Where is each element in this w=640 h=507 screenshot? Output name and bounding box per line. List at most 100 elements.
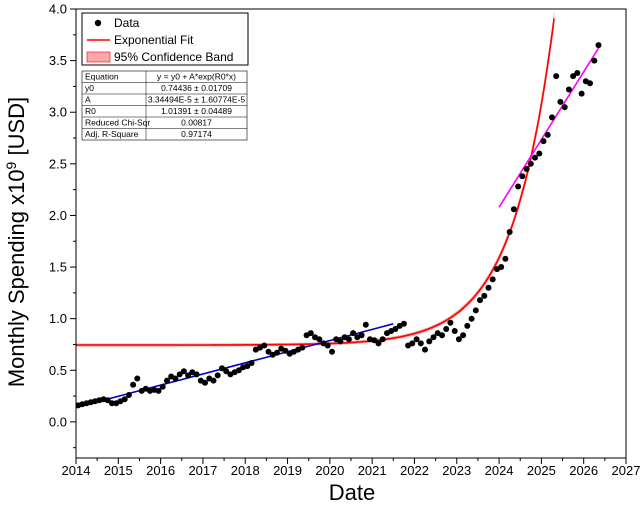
- legend-label-data: Data: [114, 16, 140, 30]
- data-point: [274, 349, 280, 356]
- data-point: [324, 342, 331, 349]
- fit-table-name: A: [85, 95, 91, 105]
- y-tick-label: 0.0: [49, 414, 67, 429]
- fit-table-value: 1.01391 ± 0.04489: [161, 106, 232, 116]
- fit-table-name: R0: [85, 106, 96, 116]
- data-point: [549, 114, 555, 121]
- data-point: [515, 183, 522, 190]
- data-point: [125, 392, 132, 398]
- data-point: [519, 173, 526, 180]
- data-point: [540, 138, 547, 145]
- data-point: [570, 73, 577, 80]
- data-point: [345, 336, 352, 343]
- y-tick-label: 4.0: [49, 2, 67, 17]
- x-tick-label: 2015: [104, 463, 133, 478]
- data-point: [451, 328, 458, 334]
- data-point: [337, 338, 344, 345]
- fit-table-value: 0.74436 ± 0.01709: [161, 83, 232, 93]
- data-point: [468, 315, 475, 322]
- data-point: [265, 348, 272, 355]
- data-point: [159, 383, 166, 390]
- data-point: [172, 375, 179, 382]
- x-tick-label: 2016: [146, 463, 175, 478]
- x-tick-label: 2019: [273, 463, 302, 478]
- x-tick-label: 2027: [612, 463, 640, 478]
- data-point: [358, 332, 365, 339]
- y-axis-title: Monthly Spending x109 [USD]: [3, 97, 29, 387]
- data-point: [544, 131, 551, 138]
- x-tick-label: 2020: [315, 463, 344, 478]
- y-tick-label: 0.5: [49, 363, 67, 378]
- y-axis-title-main: Monthly Spending x10: [4, 169, 29, 387]
- data-point: [210, 377, 217, 384]
- x-tick-label: 2025: [527, 463, 556, 478]
- data-point: [460, 332, 467, 339]
- data-point: [561, 104, 568, 111]
- data-point: [523, 166, 530, 172]
- data-point: [536, 150, 543, 157]
- data-point: [350, 330, 357, 337]
- x-tick-label: 2014: [62, 463, 91, 478]
- fit-table-name: y0: [85, 83, 94, 93]
- y-tick-label: 2.0: [49, 208, 67, 223]
- data-point: [223, 368, 230, 375]
- data-point: [379, 336, 386, 343]
- x-tick-label: 2018: [231, 463, 260, 478]
- data-point: [307, 330, 314, 337]
- legend: Data Exponential Fit 95% Confidence Band: [81, 12, 249, 66]
- data-point: [595, 42, 602, 49]
- data-point: [244, 363, 251, 370]
- data-point: [510, 206, 517, 213]
- legend-label-band: 95% Confidence Band: [114, 50, 233, 64]
- x-tick-label: 2023: [442, 463, 471, 478]
- data-point: [202, 379, 208, 386]
- data-point: [121, 396, 128, 403]
- y-tick-label: 1.0: [49, 311, 67, 326]
- data-point: [164, 377, 170, 384]
- data-point: [155, 387, 162, 394]
- data-point: [574, 70, 581, 76]
- data-point: [527, 160, 534, 167]
- data-point: [282, 347, 289, 354]
- data-point: [392, 326, 399, 332]
- data-point: [472, 307, 479, 314]
- data-point: [104, 397, 111, 404]
- data-point: [565, 86, 572, 93]
- x-tick-label: 2017: [188, 463, 217, 478]
- fit-table-name: Equation: [85, 72, 119, 82]
- fit-table-name: Adj. R-Square: [85, 129, 139, 139]
- trend-line-2: [498, 47, 600, 208]
- data-point: [400, 320, 407, 327]
- data-point: [443, 326, 450, 332]
- data-point: [426, 338, 433, 345]
- data-point: [134, 375, 141, 382]
- data-point: [430, 334, 437, 341]
- x-tick-label: 2021: [358, 463, 387, 478]
- data-point: [375, 340, 382, 347]
- x-tick-label: 2024: [485, 463, 514, 478]
- data-point: [214, 372, 221, 379]
- y-axis-title-exponent: 9: [3, 161, 19, 169]
- y-tick-label: 3.0: [49, 105, 67, 120]
- data-point: [506, 229, 513, 235]
- data-point: [371, 337, 378, 344]
- x-tick-label: 2026: [569, 463, 598, 478]
- data-point: [455, 336, 462, 343]
- data-point: [130, 381, 137, 388]
- data-point: [219, 365, 225, 372]
- data-point: [362, 321, 369, 328]
- legend-band-swatch: [86, 51, 111, 63]
- data-point: [502, 255, 509, 262]
- plot-area: [76, 10, 602, 409]
- data-point: [481, 292, 488, 299]
- data-point: [316, 336, 323, 343]
- data-point: [193, 371, 200, 378]
- fit-table-value: y = y0 + A*exp(R0*x): [157, 72, 236, 82]
- data-point: [578, 90, 585, 97]
- fit-table-value: 3.34494E-5 ± 1.60774E-5: [148, 95, 246, 105]
- legend-data-marker: [94, 19, 102, 27]
- data-point: [176, 371, 183, 378]
- data-point: [180, 368, 187, 375]
- data-point: [532, 154, 538, 161]
